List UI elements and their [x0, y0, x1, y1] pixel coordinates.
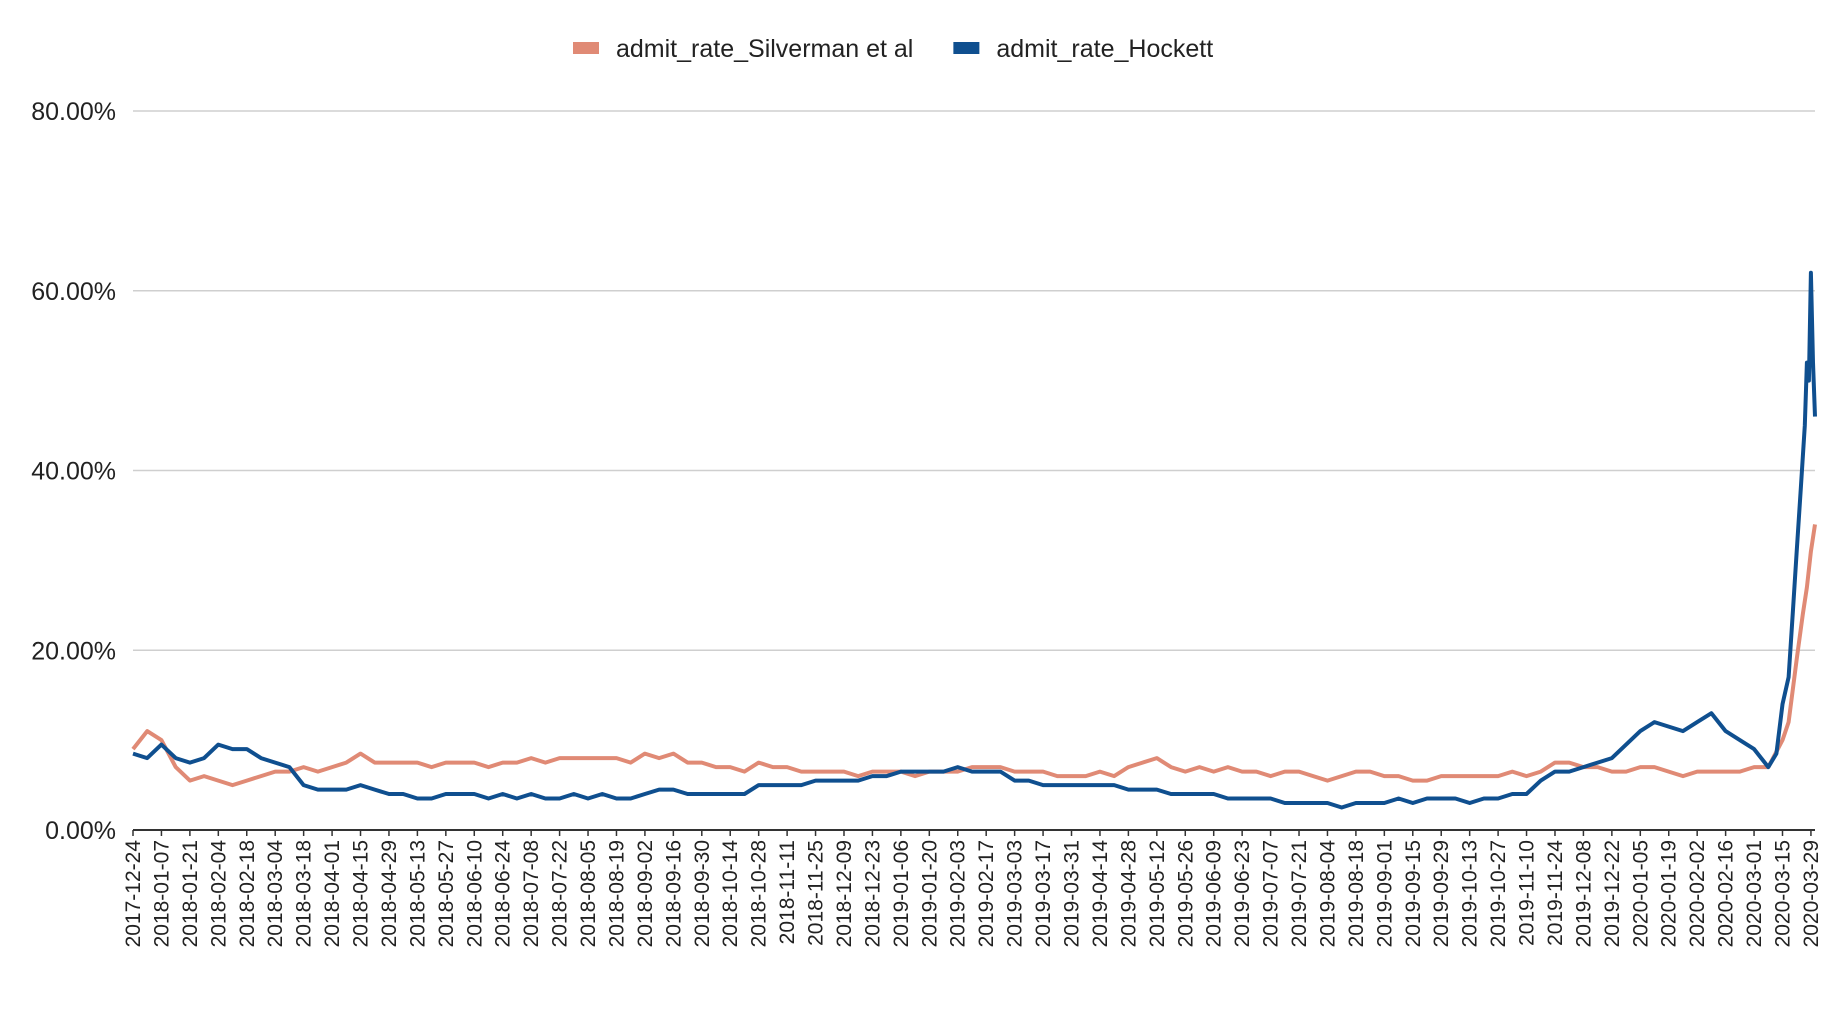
x-tick-label: 2019-03-03 [1004, 840, 1027, 947]
x-tick-label: 2019-12-08 [1572, 840, 1595, 947]
x-tick-label: 2018-05-27 [435, 840, 458, 947]
x-tick-label: 2019-10-27 [1487, 840, 1510, 947]
x-tick-label: 2018-09-16 [662, 840, 685, 947]
x-tick-label: 2019-02-17 [975, 840, 998, 947]
x-tick-label: 2020-01-05 [1629, 840, 1652, 947]
x-tick-label: 2018-03-18 [293, 840, 316, 947]
x-tick-label: 2019-07-21 [1288, 840, 1311, 947]
x-tick-label: 2020-01-19 [1658, 840, 1681, 947]
y-tick-label: 40.00% [31, 458, 116, 486]
x-tick-label: 2019-02-03 [947, 840, 970, 947]
x-tick-label: 2018-06-24 [492, 840, 515, 948]
x-tick-label: 2020-03-15 [1771, 840, 1794, 947]
x-tick-label: 2018-10-28 [748, 840, 771, 947]
x-tick-label: 2018-04-29 [378, 840, 401, 947]
x-tick-label: 2019-04-14 [1089, 840, 1112, 948]
x-tick-label: 2019-01-20 [918, 840, 941, 947]
x-tick-label: 2018-11-11 [776, 840, 799, 944]
y-tick-label: 20.00% [31, 637, 116, 665]
x-tick-label: 2019-05-12 [1146, 840, 1169, 947]
x-tick-label: 2019-09-29 [1430, 840, 1453, 947]
x-tick-label: 2018-01-07 [150, 840, 173, 947]
x-tick-label: 2018-08-19 [605, 840, 628, 947]
x-axis-ticks: 2017-12-24 2018-01-07 2018-01-21 2018-02-04… [122, 830, 1823, 947]
legend-swatch-1 [953, 42, 980, 54]
x-tick-label: 2019-08-04 [1316, 840, 1339, 948]
x-tick-label: 2019-03-17 [1032, 840, 1055, 947]
series-lines [131, 270, 1817, 810]
x-tick-label: 2017-12-24 [122, 840, 145, 948]
x-tick-label: 2020-03-01 [1743, 840, 1766, 947]
x-tick-label: 2019-09-15 [1402, 840, 1425, 947]
x-tick-label: 2020-03-29 [1800, 840, 1823, 947]
x-tick-label: 2020-02-02 [1686, 840, 1709, 947]
x-tick-label: 2018-02-18 [236, 840, 259, 947]
x-tick-label: 2019-06-09 [1203, 840, 1226, 947]
x-tick-label: 2019-11-24 [1544, 840, 1567, 946]
legend-label-1: admit_rate_Hockett [996, 35, 1213, 63]
y-tick-label: 80.00% [31, 98, 116, 126]
x-tick-label: 2020-02-16 [1715, 840, 1738, 947]
x-tick-label: 2019-09-01 [1373, 840, 1396, 947]
x-tick-label: 2018-07-22 [549, 840, 572, 947]
series-line-0 [131, 524, 1817, 788]
x-tick-label: 2018-11-25 [805, 840, 828, 946]
x-tick-label: 2019-06-23 [1231, 840, 1254, 947]
x-tick-label: 2018-12-23 [861, 840, 884, 947]
y-tick-label: 0.00% [45, 817, 116, 845]
y-axis-ticks: 0.00% 20.00% 40.00% 60.00% 80.00% [31, 98, 116, 845]
x-tick-label: 2018-12-09 [833, 840, 856, 947]
legend-label-0: admit_rate_Silverman et al [616, 35, 913, 63]
x-tick-label: 2018-06-10 [463, 840, 486, 947]
x-tick-label: 2019-11-10 [1516, 840, 1539, 946]
legend: admit_rate_Silverman et al admit_rate_Hoc… [573, 35, 1213, 63]
legend-swatch-0 [573, 42, 599, 54]
x-tick-label: 2018-05-13 [406, 840, 429, 947]
x-tick-label: 2018-10-14 [719, 840, 742, 948]
x-tick-label: 2018-02-04 [207, 840, 230, 948]
x-tick-label: 2018-07-08 [520, 840, 543, 947]
x-tick-label: 2019-01-06 [890, 840, 913, 947]
x-tick-label: 2019-07-07 [1260, 840, 1283, 947]
y-tick-label: 60.00% [31, 278, 116, 306]
x-tick-label: 2019-03-31 [1061, 840, 1084, 947]
x-tick-label: 2018-09-02 [634, 840, 657, 947]
x-tick-label: 2018-04-15 [350, 840, 373, 947]
x-tick-label: 2018-04-01 [321, 840, 344, 947]
x-tick-label: 2018-01-21 [179, 840, 202, 947]
x-tick-label: 2018-08-05 [577, 840, 600, 947]
x-tick-label: 2019-08-18 [1345, 840, 1368, 947]
x-tick-label: 2019-05-26 [1174, 840, 1197, 947]
x-tick-label: 2018-03-04 [264, 840, 287, 948]
gridlines [133, 110, 1815, 651]
x-tick-label: 2019-12-22 [1601, 840, 1624, 947]
x-tick-label: 2019-10-13 [1459, 840, 1482, 947]
x-tick-label: 2018-09-30 [691, 840, 714, 947]
x-tick-label: 2019-04-28 [1117, 840, 1140, 947]
series-line-1 [132, 270, 1817, 810]
